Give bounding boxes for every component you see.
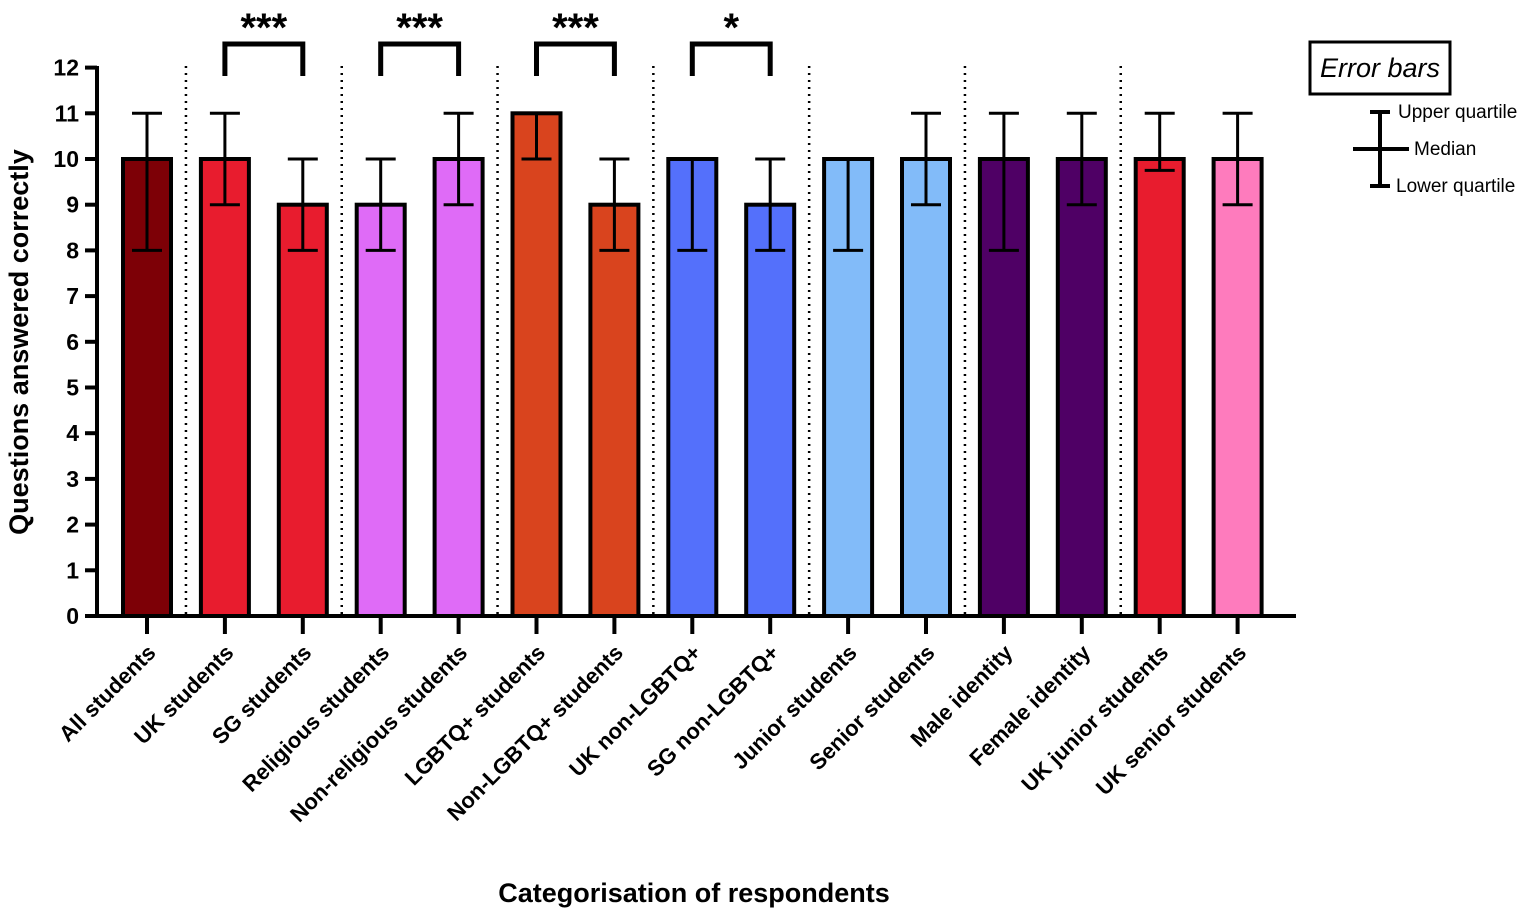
bar-13 <box>1133 157 1186 618</box>
x-tick-label-5: LGBTQ+ students <box>400 640 550 790</box>
y-tick-label-0: 0 <box>66 603 79 629</box>
legend-upper-label: Upper quartile <box>1398 102 1517 123</box>
significance-bracket-0 <box>222 41 306 76</box>
bar-6 <box>588 202 641 618</box>
bar-10 <box>900 157 952 618</box>
bar-1 <box>198 157 251 618</box>
bars <box>121 111 1264 619</box>
y-tick-label-9: 9 <box>66 192 79 218</box>
bar-2 <box>276 202 329 618</box>
y-tick-label-4: 4 <box>66 420 79 446</box>
bar-3 <box>354 202 407 618</box>
x-tick-label-7: UK non-LGBTQ+ <box>564 640 706 782</box>
legend-title-box <box>1308 40 1452 96</box>
bar-14 <box>1211 157 1264 618</box>
significance-label-2: *** <box>552 6 599 50</box>
legend-lower-label: Lower quartile <box>1396 176 1515 197</box>
y-tick-label-11: 11 <box>55 100 80 126</box>
legend: Error bars Upper quartile Median Lower q… <box>1308 40 1517 197</box>
x-tick-label-3: Religious students <box>237 640 394 797</box>
significance-bracket-3 <box>689 41 773 76</box>
bar-5 <box>510 111 563 619</box>
y-tick-label-3: 3 <box>66 466 79 492</box>
group-dividers <box>184 66 1122 616</box>
y-axis-title: Questions answered correctly <box>4 149 34 535</box>
significance-brackets: *** *** *** * <box>222 6 773 76</box>
x-tick-label-13: UK junior students <box>1016 640 1173 797</box>
significance-bracket-2 <box>534 41 617 76</box>
y-tick-label-5: 5 <box>66 375 79 401</box>
y-tick-label-6: 6 <box>66 329 79 355</box>
y-tick-label-1: 1 <box>66 557 79 583</box>
significance-label-3: * <box>723 6 739 50</box>
y-tick-label-12: 12 <box>53 55 79 81</box>
legend-title: Error bars <box>1320 53 1440 83</box>
significance-bracket-1 <box>378 41 462 76</box>
x-tick-label-14: UK senior students <box>1091 640 1251 800</box>
y-tick-label-7: 7 <box>66 283 79 309</box>
x-axis-title: Categorisation of respondents <box>498 878 890 908</box>
bar-4 <box>432 157 485 618</box>
bar-12 <box>1055 157 1108 618</box>
y-tick-label-8: 8 <box>66 237 79 263</box>
bar-8 <box>744 202 797 618</box>
error-bars <box>132 111 1253 252</box>
legend-median-label: Median <box>1414 139 1476 160</box>
y-tick-label-2: 2 <box>66 512 79 538</box>
significance-label-0: *** <box>240 6 287 50</box>
significance-label-1: *** <box>396 6 443 50</box>
x-tick-label-8: SG non-LGBTQ+ <box>642 640 784 782</box>
y-tick-label-10: 10 <box>53 146 79 172</box>
